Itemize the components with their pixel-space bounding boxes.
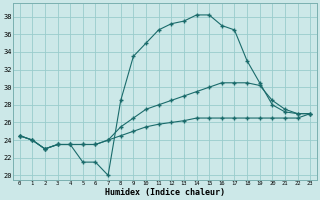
- X-axis label: Humidex (Indice chaleur): Humidex (Indice chaleur): [105, 188, 225, 197]
